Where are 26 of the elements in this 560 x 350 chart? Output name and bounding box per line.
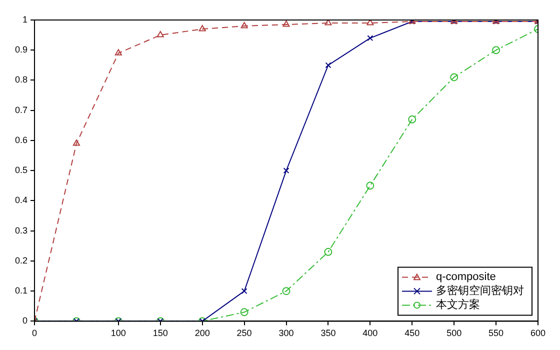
x-tick-label: 100 (110, 328, 126, 338)
x-tick-label: 350 (320, 328, 336, 338)
y-tick-label: 1 (22, 14, 28, 24)
y-tick-label: 0.8 (14, 74, 28, 85)
y-tick-label: 0.9 (14, 44, 28, 55)
y-tick-label: 0.7 (14, 104, 28, 115)
x-tick-label: 300 (278, 328, 294, 338)
x-tick-label: 500 (446, 328, 462, 338)
x-tick-label: 250 (236, 328, 252, 338)
x-tick-label: 600 (530, 328, 546, 338)
y-tick-label: 0.6 (14, 134, 28, 145)
y-tick-label: 0.4 (14, 195, 28, 206)
legend-label: 多密钥空间密钥对 (436, 284, 524, 298)
y-tick-label: 0.2 (14, 255, 28, 266)
x-tick-label: 400 (362, 328, 378, 338)
x-tick-label: 0 (32, 328, 38, 338)
y-tick-label: 0.1 (14, 286, 28, 296)
x-tick-label: 150 (152, 328, 168, 338)
x-tick-label: 200 (194, 328, 210, 338)
y-tick-label: 0 (22, 316, 28, 326)
x-tick-label: 550 (488, 328, 504, 338)
y-tick-label: 0.3 (14, 225, 28, 236)
x-tick-label: 450 (404, 328, 420, 338)
legend-label: q-composite (436, 271, 496, 284)
y-tick-label: 0.5 (14, 165, 28, 176)
legend-label: 本文方案 (436, 298, 480, 312)
